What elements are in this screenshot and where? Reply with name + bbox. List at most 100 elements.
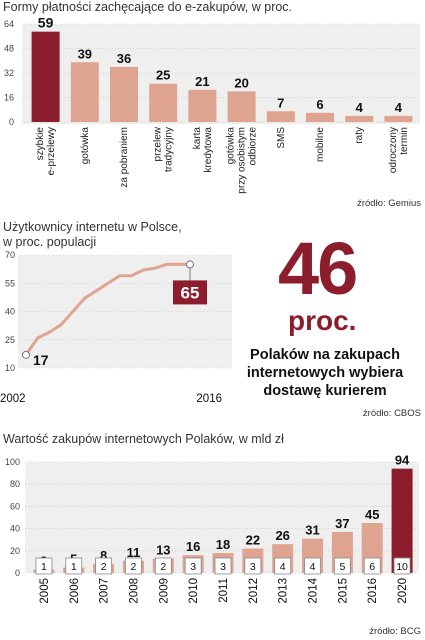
box-label: 2 bbox=[160, 561, 166, 573]
value-label: 45 bbox=[365, 507, 379, 522]
box-label-frame bbox=[184, 557, 202, 575]
x-tick-label: 2005 bbox=[39, 578, 51, 604]
value-label: 7 bbox=[277, 95, 284, 110]
category-label-line: przy osobistym bbox=[237, 127, 248, 194]
value-label: 25 bbox=[156, 68, 170, 83]
end-point-marker bbox=[186, 260, 194, 269]
end-value-label: 65 bbox=[181, 283, 200, 302]
box-label: 1 bbox=[41, 561, 47, 573]
y-tick-label: 48 bbox=[4, 44, 14, 54]
category-label-line: za pobraniem bbox=[119, 127, 130, 188]
category-label: odroczonytermin bbox=[388, 127, 410, 173]
value-label: 22 bbox=[246, 533, 260, 548]
callout-text-line: dostawę kurierem bbox=[263, 383, 387, 399]
bar bbox=[149, 83, 178, 122]
x-tick-label: 2015 bbox=[337, 578, 349, 604]
box-label: 1 bbox=[71, 561, 77, 573]
y-tick-label: 80 bbox=[10, 479, 20, 489]
category-label-line: szybkie bbox=[35, 127, 46, 161]
category-label-line: karta bbox=[192, 127, 203, 150]
value-label: 39 bbox=[78, 46, 92, 61]
category-label: szybkiee-przelewy bbox=[35, 127, 57, 176]
value-label: 31 bbox=[305, 523, 319, 538]
box-label: 3 bbox=[190, 561, 196, 573]
y-tick-label: 25 bbox=[5, 335, 15, 345]
y-tick-label: 10 bbox=[5, 363, 15, 373]
x-tick-label: 2012 bbox=[248, 578, 260, 604]
x-tick-label: 2010 bbox=[188, 578, 200, 604]
payment-methods-chart: 64 48 32 16 0 59 szybkiee-przelewy 39 gotówka 36 z… bbox=[4, 15, 420, 194]
internet-users-title-line1: Użytkownicy internetu w Polsce, bbox=[3, 220, 182, 234]
callout-number: 46 bbox=[278, 227, 358, 310]
end-value-box bbox=[173, 280, 207, 305]
box-label: 4 bbox=[310, 561, 316, 573]
value-label: 16 bbox=[186, 539, 200, 554]
category-label-line: e-przelewy bbox=[46, 127, 57, 175]
x-tick-label: 2020 bbox=[397, 578, 409, 604]
y-tick-label: 60 bbox=[10, 501, 20, 511]
category-label-line: termin bbox=[399, 127, 410, 155]
box-label-frame bbox=[244, 557, 262, 575]
y-tick-label: 0 bbox=[9, 117, 14, 127]
x-axis-label-end: 2016 bbox=[196, 393, 222, 405]
value-label: 36 bbox=[117, 51, 131, 66]
category-label-line: kredytowa bbox=[203, 127, 214, 173]
y-tick-label: 16 bbox=[4, 93, 14, 103]
start-point-marker bbox=[22, 350, 30, 359]
x-tick-label: 2007 bbox=[99, 578, 111, 604]
category-label: kartakredytowa bbox=[192, 127, 214, 173]
box-label: 6 bbox=[369, 561, 375, 573]
box-label: 2 bbox=[101, 561, 107, 573]
callout-text-line: Polaków na zakupach bbox=[250, 347, 400, 363]
bar bbox=[384, 115, 413, 122]
bar bbox=[227, 91, 256, 122]
x-tick-label: 2008 bbox=[128, 578, 140, 604]
value-label: 26 bbox=[275, 528, 289, 543]
y-tick-label: 0 bbox=[15, 568, 20, 578]
value-label: 11 bbox=[127, 545, 141, 560]
box-label: 5 bbox=[339, 561, 345, 573]
y-tick-label: 64 bbox=[4, 19, 14, 29]
box-label: 3 bbox=[250, 561, 256, 573]
box-label-frame bbox=[333, 557, 351, 575]
shopping-value-source: źródło: BCG bbox=[369, 626, 421, 637]
x-tick-label: 2009 bbox=[158, 578, 170, 604]
category-label-line: odbiorze bbox=[248, 127, 259, 166]
shopping-value-chart: 1008060402003120055120068220071122008132… bbox=[5, 453, 419, 604]
x-tick-label: 2006 bbox=[69, 578, 81, 604]
callout-source: źródło: CBOS bbox=[362, 408, 421, 419]
category-label-line: raty bbox=[354, 127, 365, 144]
box-label-frame bbox=[304, 557, 321, 575]
category-label-line: odroczony bbox=[388, 127, 399, 173]
category-label: przelewtradycyjny bbox=[153, 126, 175, 172]
value-label: 8 bbox=[100, 548, 107, 563]
internet-users-chart: 70 55 40 25 10 17 65 2002 2016 bbox=[0, 250, 232, 405]
x-tick-label: 2011 bbox=[218, 578, 230, 603]
value-label: 21 bbox=[195, 74, 209, 89]
y-tick-label: 32 bbox=[4, 68, 14, 78]
category-label: mobilne bbox=[315, 127, 326, 162]
x-tick-label: 2016 bbox=[367, 578, 379, 604]
value-label: 94 bbox=[395, 453, 410, 468]
category-label: raty bbox=[354, 127, 365, 144]
category-label-line: gotówka bbox=[226, 127, 237, 165]
start-value-label: 17 bbox=[33, 352, 49, 368]
bar bbox=[188, 89, 217, 122]
shopping-value-title: Wartość zakupów internetowych Polaków, w… bbox=[3, 432, 284, 446]
internet-users-title-line2: w proc. populacji bbox=[3, 235, 97, 249]
value-label: 4 bbox=[395, 100, 403, 115]
box-label: 3 bbox=[220, 561, 226, 573]
value-label: 59 bbox=[38, 15, 54, 31]
category-label-line: SMS bbox=[276, 127, 287, 149]
bar bbox=[31, 31, 60, 122]
bar bbox=[345, 115, 374, 122]
x-tick-label: 2014 bbox=[308, 577, 320, 603]
bar bbox=[306, 112, 334, 122]
box-label-frame bbox=[65, 557, 83, 575]
box-label-frame bbox=[35, 557, 53, 575]
box-label-frame bbox=[274, 557, 292, 575]
value-label: 18 bbox=[216, 537, 230, 552]
series-line bbox=[24, 262, 190, 356]
category-label-line: mobilne bbox=[315, 127, 326, 162]
y-tick-label: 70 bbox=[5, 250, 15, 260]
